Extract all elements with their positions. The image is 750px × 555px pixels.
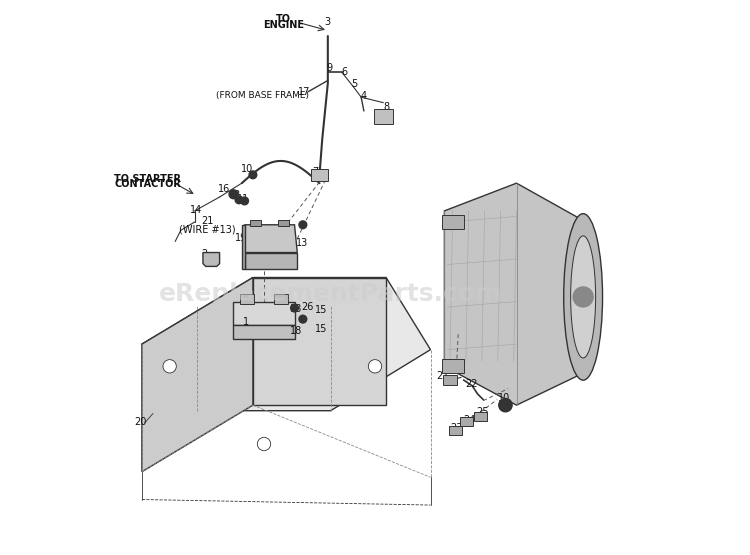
Text: 6: 6 [341,67,347,77]
Circle shape [499,398,512,412]
Circle shape [257,437,271,451]
Bar [460,417,472,426]
Ellipse shape [564,214,602,380]
Circle shape [163,360,176,373]
Text: 7: 7 [313,167,319,177]
Polygon shape [244,225,297,253]
Polygon shape [253,278,386,405]
Text: 14: 14 [190,205,202,215]
Text: 10: 10 [498,393,511,403]
Circle shape [229,190,238,199]
Text: 16: 16 [218,184,230,194]
Text: 27: 27 [436,371,449,381]
Polygon shape [203,253,220,266]
Text: 18: 18 [290,304,302,314]
Text: 18: 18 [290,326,302,336]
Text: CONTACTOR: CONTACTOR [114,179,181,189]
Circle shape [573,287,593,307]
Text: eReplacementParts.com: eReplacementParts.com [159,282,503,306]
Text: 17: 17 [298,87,310,97]
Text: 15: 15 [315,324,327,334]
Text: 10: 10 [242,164,254,174]
Text: 21: 21 [201,216,214,226]
Circle shape [249,171,256,179]
Text: 20: 20 [134,417,147,427]
Bar [443,375,457,385]
Circle shape [299,221,307,229]
Text: 25: 25 [476,407,488,417]
Bar [241,294,254,304]
Ellipse shape [571,236,596,358]
Text: 9: 9 [326,63,332,73]
Text: 19: 19 [235,233,247,243]
Bar [274,294,287,304]
Text: 4: 4 [361,91,367,101]
Bar [442,215,464,229]
Polygon shape [233,302,295,325]
Polygon shape [244,253,297,269]
Circle shape [236,196,243,204]
Text: 24: 24 [464,415,476,425]
Polygon shape [242,225,244,269]
Circle shape [241,197,248,205]
Bar [250,220,261,226]
Text: 1: 1 [243,317,249,327]
Text: (WIRE #13): (WIRE #13) [179,225,236,235]
Bar [449,426,461,435]
Text: 3: 3 [325,17,331,27]
Text: (FROM BASE FRAME): (FROM BASE FRAME) [217,91,310,100]
Bar [311,169,328,181]
Bar [474,412,487,421]
Text: TO: TO [276,14,291,24]
Text: 12: 12 [229,190,242,200]
Text: 5: 5 [351,79,358,89]
Text: 23: 23 [451,423,463,433]
Circle shape [368,360,382,373]
Circle shape [299,315,307,323]
Polygon shape [142,278,253,472]
Circle shape [291,304,298,312]
Text: ENGINE: ENGINE [263,20,304,30]
Text: 26: 26 [301,302,313,312]
Text: 22: 22 [465,379,477,389]
Text: 11: 11 [237,194,250,204]
Bar [278,220,289,226]
Text: TO STARTER: TO STARTER [114,174,181,184]
Text: 8: 8 [383,102,389,112]
Text: 2: 2 [201,249,207,259]
Bar [374,109,393,124]
Polygon shape [233,325,295,339]
Bar [442,360,464,373]
Text: 13: 13 [296,238,307,248]
Polygon shape [444,183,586,405]
Polygon shape [142,278,430,411]
Text: 15: 15 [315,305,327,315]
